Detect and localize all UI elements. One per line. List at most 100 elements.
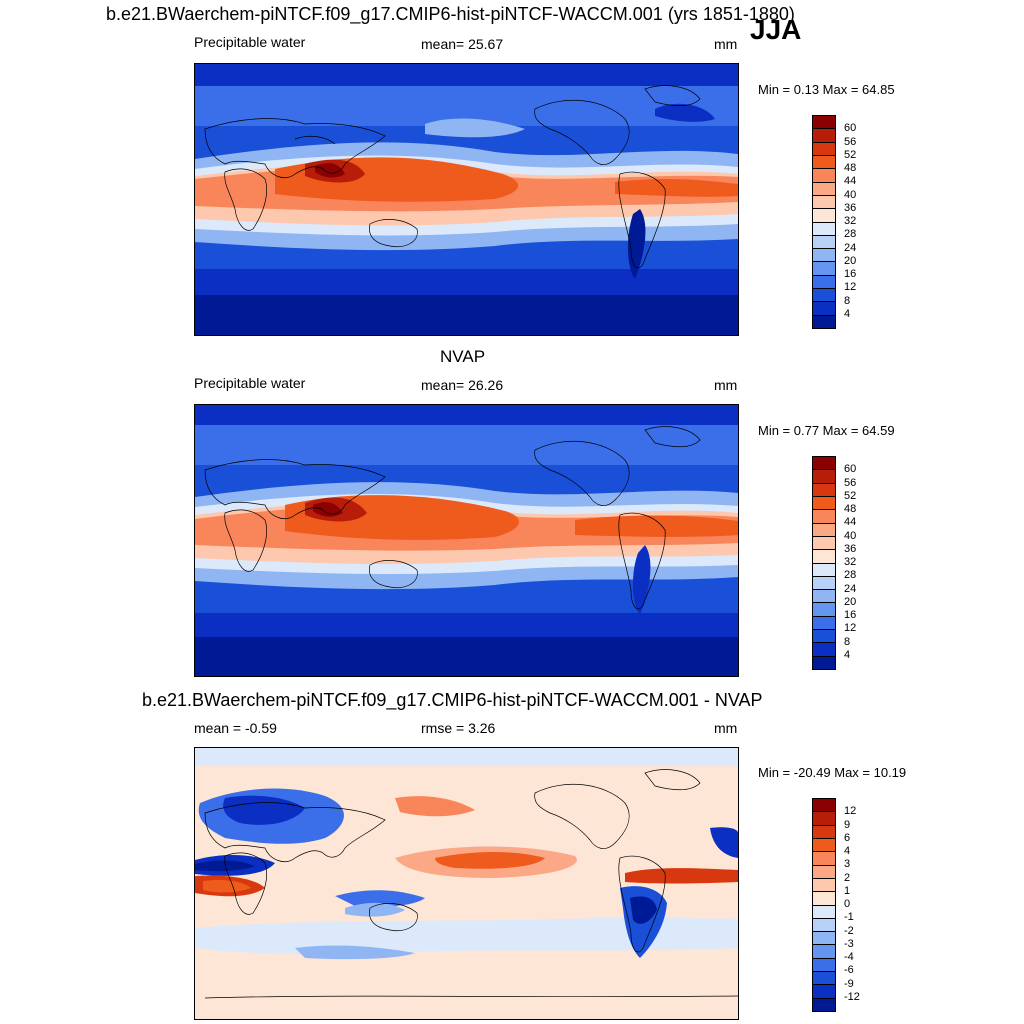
colorbar-swatch <box>813 630 835 644</box>
colorbar-swatch <box>813 155 835 170</box>
colorbar-label: 6 <box>844 831 851 844</box>
colorbar-label: 48 <box>844 503 857 515</box>
colorbar-swatch <box>813 496 835 511</box>
panel2-units-label: mm <box>714 377 738 393</box>
panel1-mean-label: mean= 25.67 <box>421 36 504 52</box>
colorbar-swatch <box>813 838 835 853</box>
season-label: JJA <box>750 14 802 45</box>
colorbar-label: 1 <box>844 884 851 897</box>
colorbar-swatch <box>813 825 835 839</box>
colorbar-swatch <box>813 315 835 328</box>
colorbar-label: 16 <box>844 268 857 280</box>
colorbar-swatch <box>813 457 835 471</box>
panel2-mean-label: mean= 26.26 <box>421 377 504 393</box>
panel1-units-label: mm <box>714 36 738 52</box>
colorbar-swatch <box>813 603 835 617</box>
panel3-minmax: Min = -20.49 Max = 10.19 <box>758 765 907 780</box>
colorbar-swatch <box>813 985 835 999</box>
colorbar-label: 44 <box>844 516 857 529</box>
colorbar-swatch <box>813 222 835 236</box>
colorbar-label: 56 <box>844 135 857 148</box>
colorbar-label: 40 <box>844 188 857 201</box>
panel3-rmse-label: rmse = 3.26 <box>421 720 496 736</box>
colorbar-swatch <box>813 116 835 130</box>
colorbar-swatch <box>813 470 835 484</box>
colorbar-swatch <box>813 590 835 604</box>
colorbar-swatch <box>813 302 835 316</box>
colorbar-label: 36 <box>844 201 857 214</box>
colorbar-label: -6 <box>844 964 854 977</box>
colorbar-swatch <box>813 510 835 524</box>
colorbar-swatch <box>813 209 835 223</box>
colorbar-swatch <box>813 563 835 577</box>
panel3-mean-label: mean = -0.59 <box>194 720 277 736</box>
colorbar-swatch <box>813 892 835 906</box>
panel2-title: NVAP <box>440 347 486 366</box>
colorbar-swatch <box>813 576 835 591</box>
colorbar-label: -3 <box>844 937 854 950</box>
colorbar-label: 4 <box>844 307 851 320</box>
colorbar-label: 48 <box>844 162 857 174</box>
colorbar-label: 8 <box>844 294 851 307</box>
colorbar-label: 12 <box>844 622 857 635</box>
colorbar-label: -4 <box>844 951 854 963</box>
colorbar-swatch <box>813 616 835 631</box>
colorbar-label: 36 <box>844 542 857 555</box>
colorbar-label: 40 <box>844 529 857 542</box>
colorbar-swatch <box>813 169 835 183</box>
colorbar-swatch <box>813 129 835 143</box>
colorbar-label: 56 <box>844 476 857 489</box>
panel2-field <box>195 405 738 676</box>
colorbar-swatch <box>813 932 835 946</box>
colorbar-label: 8 <box>844 635 851 648</box>
colorbar-label: 52 <box>844 489 857 502</box>
colorbar-label: 12 <box>844 281 857 294</box>
panel1-field <box>195 64 738 335</box>
colorbar-label: -1 <box>844 911 854 924</box>
colorbar-swatch <box>813 958 835 973</box>
colorbar-label: 3 <box>844 858 851 871</box>
colorbar-label: 2 <box>844 871 851 884</box>
colorbar-swatch <box>813 142 835 156</box>
colorbar-label: 20 <box>844 595 857 608</box>
panel2-map <box>194 404 739 677</box>
colorbar-swatch <box>813 878 835 893</box>
colorbar-label: 44 <box>844 175 857 188</box>
colorbar-label: 24 <box>844 241 857 254</box>
panel3-map <box>194 747 739 1020</box>
colorbar-swatch <box>813 812 835 826</box>
colorbar-swatch <box>813 249 835 263</box>
colorbar-swatch <box>813 483 835 497</box>
colorbar-swatch <box>813 235 835 250</box>
colorbar-swatch <box>813 643 835 657</box>
colorbar-swatch <box>813 536 835 551</box>
colorbar-label: 52 <box>844 148 857 161</box>
colorbar-label: 24 <box>844 582 857 595</box>
colorbar-label: 20 <box>844 254 857 267</box>
colorbar-label: 16 <box>844 609 857 621</box>
panel2-variable-label: Precipitable water <box>194 375 306 391</box>
panel1-map <box>194 63 739 336</box>
colorbar-swatch <box>813 195 835 210</box>
colorbar-label: -12 <box>844 990 860 1003</box>
colorbar-label: 12 <box>844 805 857 818</box>
panel1-variable-label: Precipitable water <box>194 34 306 50</box>
colorbar-label: 28 <box>844 228 857 241</box>
colorbar-label: 9 <box>844 818 851 831</box>
colorbar-label: -9 <box>844 977 854 990</box>
colorbar-swatch <box>813 289 835 303</box>
colorbar-swatch <box>813 656 835 669</box>
colorbar-label: 0 <box>844 898 851 910</box>
colorbar-label: 4 <box>844 648 851 661</box>
colorbar-swatch <box>813 972 835 986</box>
colorbar-swatch <box>813 262 835 276</box>
colorbar-label: 32 <box>844 215 857 227</box>
colorbar-label: 28 <box>844 569 857 582</box>
colorbar-swatch <box>813 865 835 879</box>
colorbar-label: 32 <box>844 556 857 568</box>
panel3-field <box>195 748 738 1019</box>
colorbar-label: 60 <box>844 463 857 476</box>
colorbar-swatch <box>813 799 835 813</box>
panel1-colorbar <box>812 115 836 329</box>
colorbar-label: -2 <box>844 924 854 937</box>
